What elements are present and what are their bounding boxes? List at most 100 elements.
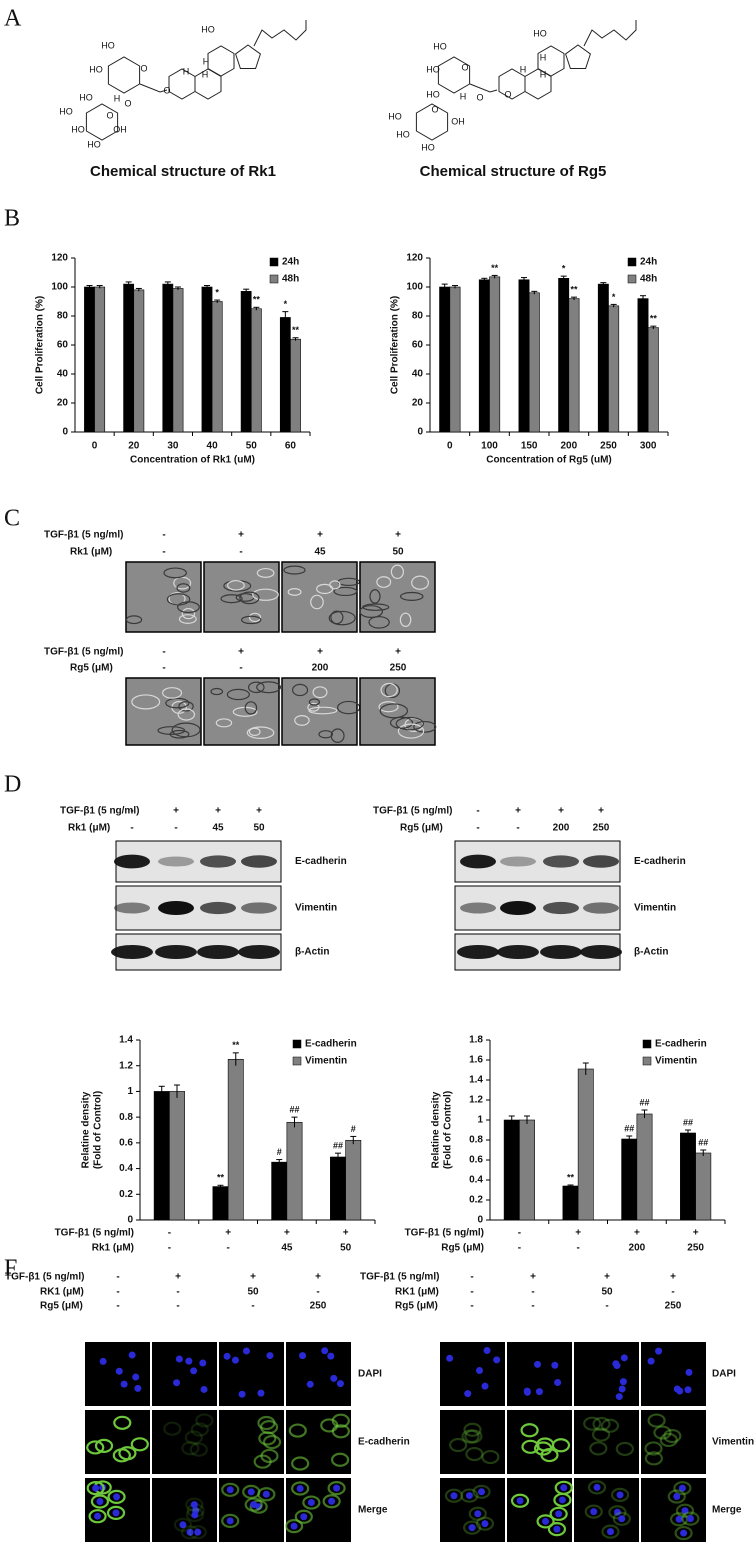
nucleus bbox=[115, 1367, 123, 1375]
band bbox=[114, 902, 150, 914]
row-value: - bbox=[671, 1287, 674, 1298]
bond-ring bbox=[537, 45, 565, 77]
cell bbox=[248, 612, 262, 623]
row-label: TGF-β1 (5 ng/ml) bbox=[55, 1228, 134, 1239]
y-tick-label: 1.2 bbox=[119, 1060, 133, 1071]
atom-label: H bbox=[114, 93, 121, 103]
fluorescence-image bbox=[641, 1478, 706, 1542]
legend-swatch bbox=[642, 1056, 652, 1066]
green-signal bbox=[262, 1434, 282, 1450]
bar bbox=[503, 1119, 520, 1221]
green-signal bbox=[592, 1416, 611, 1432]
cell bbox=[239, 591, 260, 605]
row-value: - bbox=[470, 1287, 473, 1298]
atom-label: O bbox=[431, 104, 438, 114]
nucleus bbox=[190, 1367, 198, 1375]
nucleus bbox=[680, 1529, 688, 1537]
green-signal bbox=[88, 1509, 107, 1524]
row-value: + bbox=[634, 1228, 640, 1239]
cell bbox=[176, 583, 191, 593]
nucleus bbox=[686, 1515, 694, 1523]
significance: ## bbox=[640, 1097, 650, 1107]
green-signal bbox=[189, 1442, 208, 1457]
cell bbox=[283, 565, 306, 575]
bar bbox=[172, 288, 184, 433]
cell bbox=[399, 591, 424, 601]
nucleus bbox=[616, 1491, 624, 1499]
significance: ** bbox=[491, 263, 499, 273]
row-value: - bbox=[226, 1243, 229, 1254]
atom-label: H bbox=[520, 64, 527, 74]
bar bbox=[279, 317, 291, 433]
y-tick-label: 100 bbox=[406, 282, 423, 293]
bar bbox=[577, 1068, 594, 1221]
row-value: 250 bbox=[310, 1301, 327, 1312]
y-tick-label: 80 bbox=[57, 311, 69, 322]
nucleus bbox=[191, 1511, 199, 1519]
bond-chain bbox=[139, 83, 168, 93]
atom-label: H bbox=[203, 56, 210, 66]
band bbox=[200, 855, 236, 868]
green-signal bbox=[195, 1413, 214, 1428]
nucleus bbox=[478, 1488, 486, 1496]
green-signal bbox=[259, 1420, 279, 1435]
green-signal bbox=[449, 1437, 468, 1453]
green-signal bbox=[460, 1488, 479, 1503]
row-label: TGF-β1 (5 ng/ml) bbox=[405, 1228, 484, 1239]
bar bbox=[519, 1119, 535, 1221]
atom-label: O bbox=[163, 85, 170, 95]
row-value: + bbox=[256, 806, 262, 817]
legend-swatch bbox=[269, 257, 279, 267]
bar bbox=[478, 279, 490, 433]
fluorescence-image bbox=[152, 1342, 217, 1406]
nucleus bbox=[306, 1380, 314, 1388]
significance: * bbox=[612, 292, 616, 302]
green-signal bbox=[331, 1424, 350, 1439]
row-value: + bbox=[238, 530, 244, 541]
cell bbox=[161, 687, 183, 699]
significance: * bbox=[284, 299, 288, 309]
row-value: - bbox=[162, 663, 165, 674]
bond-chain bbox=[469, 83, 498, 93]
x-axis-label: Concentration of Rg5 (uM) bbox=[486, 455, 612, 466]
bar bbox=[489, 276, 501, 433]
green-signal bbox=[253, 1454, 272, 1469]
bar bbox=[680, 1132, 696, 1221]
nucleus bbox=[618, 1515, 626, 1523]
bond-chain bbox=[253, 20, 307, 47]
channel-label: Merge bbox=[712, 1505, 742, 1516]
row-value: + bbox=[175, 1272, 181, 1283]
y-tick-label: 120 bbox=[406, 253, 423, 264]
atom-label: HO bbox=[101, 40, 115, 50]
nucleus bbox=[238, 1390, 246, 1398]
fluorescence-image bbox=[219, 1342, 284, 1406]
fluorescence-image bbox=[152, 1478, 217, 1542]
green-signal bbox=[284, 1519, 304, 1534]
significance: ** bbox=[292, 325, 300, 335]
y-tick-label: 0.6 bbox=[469, 1155, 483, 1166]
micrograph bbox=[359, 561, 436, 633]
green-signal bbox=[185, 1507, 204, 1523]
green-signal bbox=[549, 1506, 568, 1521]
nucleus bbox=[681, 1507, 689, 1515]
cell bbox=[379, 703, 409, 719]
green-signal bbox=[163, 1421, 182, 1436]
row-value: 250 bbox=[390, 663, 407, 674]
green-signal bbox=[221, 1482, 240, 1497]
bar bbox=[286, 1121, 303, 1221]
nucleus bbox=[675, 1515, 683, 1523]
green-signal bbox=[510, 1493, 530, 1508]
nucleus bbox=[655, 1347, 663, 1355]
nucleus bbox=[615, 1393, 623, 1401]
x-tick-label: 20 bbox=[128, 441, 140, 452]
cell bbox=[177, 601, 200, 614]
bar bbox=[518, 279, 530, 433]
nucleus bbox=[96, 1498, 104, 1506]
band bbox=[200, 901, 236, 915]
cell bbox=[292, 683, 309, 697]
row-value: 45 bbox=[314, 547, 326, 558]
band bbox=[583, 902, 619, 914]
cell bbox=[220, 594, 243, 604]
y-axis-label: Relatine density bbox=[431, 1091, 442, 1168]
green-signal bbox=[291, 1481, 310, 1496]
